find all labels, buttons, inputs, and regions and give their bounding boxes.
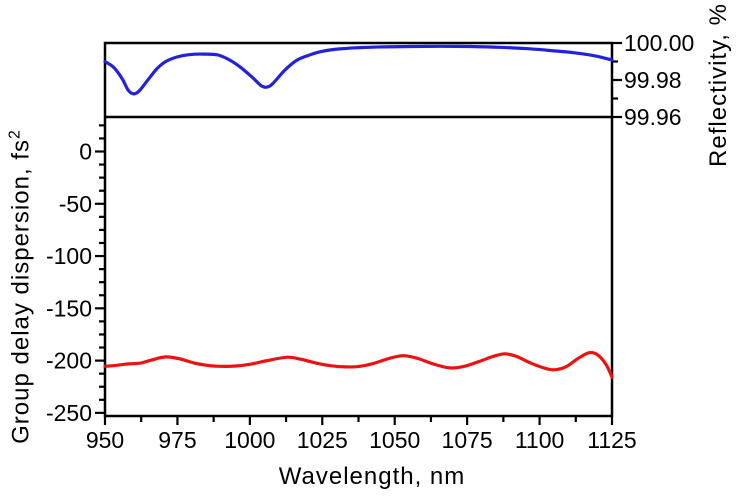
x-tick-label: 1125 bbox=[587, 427, 636, 453]
x-tick-label: 1100 bbox=[515, 427, 564, 453]
x-axis-title-text: Wavelength, nm bbox=[278, 463, 466, 490]
left-axis-title-text: Group delay dispersion, fs bbox=[7, 139, 35, 444]
left-tick-label: 0 bbox=[79, 139, 92, 165]
left-tick-label: -50 bbox=[59, 191, 92, 217]
left-tick-label: -100 bbox=[46, 243, 92, 269]
reflectivity-curve bbox=[103, 44, 614, 96]
right-axis-title: Reflectivity, % bbox=[705, 3, 733, 167]
gdd-curve bbox=[103, 350, 614, 379]
x-tick-label: 975 bbox=[158, 427, 196, 453]
left-tick-label: -150 bbox=[46, 295, 92, 321]
x-axis-title: Wavelength, nm bbox=[279, 463, 466, 491]
x-tick-label: 1050 bbox=[369, 427, 420, 453]
left-axis-title-sup: 2 bbox=[6, 130, 24, 140]
left-axis-title: Group delay dispersion, fs2 bbox=[7, 130, 36, 444]
plot-border bbox=[103, 41, 614, 418]
left-tick-label: -250 bbox=[46, 400, 92, 426]
right-tick-label: 100.00 bbox=[624, 30, 694, 56]
x-tick-label: 950 bbox=[86, 427, 124, 453]
right-tick-label: 99.98 bbox=[624, 67, 682, 93]
right-tick-label: 99.96 bbox=[624, 104, 682, 130]
x-tick-label: 1025 bbox=[297, 427, 348, 453]
left-tick-label: -200 bbox=[46, 348, 92, 374]
x-tick-label: 1075 bbox=[442, 427, 493, 453]
right-axis-title-text: Reflectivity, % bbox=[705, 3, 732, 167]
x-tick-label: 1000 bbox=[224, 427, 275, 453]
